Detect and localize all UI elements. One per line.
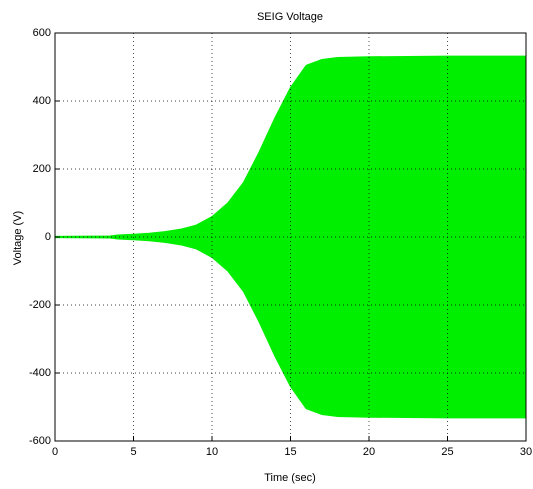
y-tick-label: 0: [45, 231, 51, 243]
x-tick-label: 25: [441, 446, 453, 458]
x-tick-label: 30: [520, 446, 532, 458]
x-tick-label: 0: [52, 446, 58, 458]
y-tick-label: 200: [33, 163, 51, 175]
x-axis-label: Time (sec): [264, 472, 316, 484]
y-tick-label: -200: [29, 299, 51, 311]
area: [54, 236, 527, 419]
y-tick-label: 600: [33, 27, 51, 39]
plot-frame: [54, 32, 527, 442]
chart-title: SEIG Voltage: [257, 11, 323, 23]
x-tick-label: 5: [130, 446, 136, 458]
y-tick-label: -600: [29, 435, 51, 447]
y-tick-label: 400: [33, 95, 51, 107]
y-axis-label: Voltage (V): [12, 211, 24, 265]
x-tick-label: 10: [206, 446, 218, 458]
x-tick-label: 20: [363, 446, 375, 458]
y-tick-label: -400: [29, 367, 51, 379]
x-tick-label: 15: [284, 446, 296, 458]
area: [54, 55, 527, 238]
